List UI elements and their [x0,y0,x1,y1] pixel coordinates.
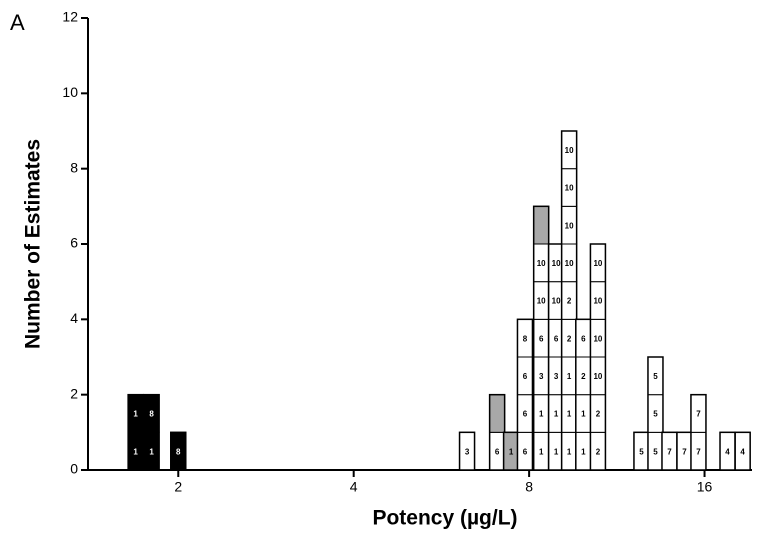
box-label: 1 [554,447,559,456]
y-tick-label: 4 [70,310,78,326]
box-label: 10 [552,259,561,268]
box-label: 1 [567,447,572,456]
box-label: 1 [554,410,559,419]
column [690,393,707,471]
box-label: 1 [567,410,572,419]
box-label: 1 [133,410,138,419]
box-label: 7 [696,410,701,419]
box-label: 6 [523,410,528,419]
box-label: 6 [495,447,500,456]
x-tick-label: 8 [525,479,533,495]
box-label: 1 [581,447,586,456]
box-label: 1 [133,447,138,456]
box-label: 1 [539,447,544,456]
box-label: 5 [653,410,658,419]
box-label: 1 [581,410,586,419]
y-axis-title: Number of Estimates [22,139,45,349]
box-label: 3 [539,372,544,381]
box-label: 8 [149,410,154,419]
column [143,393,160,471]
box-label: 7 [696,447,701,456]
box-label: 1 [539,410,544,419]
x-tick-label: 16 [697,479,713,495]
box-label: 2 [567,334,572,343]
y-tick-label: 8 [70,159,78,175]
box-label: 2 [596,447,601,456]
y-tick-label: 0 [70,461,78,477]
box-label: 7 [682,447,687,456]
box-label: 10 [565,221,574,230]
box-label: 10 [537,297,546,306]
box-label: 5 [653,447,658,456]
y-tick-label: 6 [70,235,78,251]
box-label: 10 [565,146,574,155]
column [458,431,476,471]
column [170,431,187,471]
box-label: 8 [523,334,528,343]
y-tick-label: 10 [62,84,78,100]
box-label: 10 [593,334,602,343]
box-label: 4 [740,447,745,456]
box-label: 3 [465,447,470,456]
box-label: 2 [581,372,586,381]
box-label: 10 [537,259,546,268]
column [127,393,144,471]
box-label: 10 [593,372,602,381]
column [647,356,664,471]
box-label: 10 [552,297,561,306]
column [516,318,534,471]
box-label: 10 [593,259,602,268]
box-label: 1 [149,447,154,456]
x-tick-label: 4 [350,479,358,495]
box-label: 10 [565,184,574,193]
box-label: 6 [539,334,544,343]
box-label: 6 [523,372,528,381]
box-label: 7 [667,447,672,456]
box-label: 4 [725,447,730,456]
x-tick-label: 2 [174,479,182,495]
panel-label: A [10,10,25,35]
box-label: 10 [593,297,602,306]
box-label: 6 [554,334,559,343]
y-tick-label: 2 [70,385,78,401]
column [560,130,578,471]
box-label: 2 [596,410,601,419]
box-label: 10 [565,259,574,268]
box [533,205,550,245]
y-tick-label: 12 [62,9,78,25]
box [489,394,506,433]
box-label: 3 [554,372,559,381]
box-label: 5 [639,447,644,456]
box-label: 2 [567,297,572,306]
column [589,243,607,471]
x-axis-title: Potency (µg/L) [372,507,517,530]
box-label: 1 [509,447,514,456]
box-label: 8 [176,447,181,456]
column [734,431,751,471]
box-label: 6 [581,334,586,343]
box-label: 6 [523,447,528,456]
box-label: 5 [653,372,658,381]
box-label: 1 [567,372,572,381]
